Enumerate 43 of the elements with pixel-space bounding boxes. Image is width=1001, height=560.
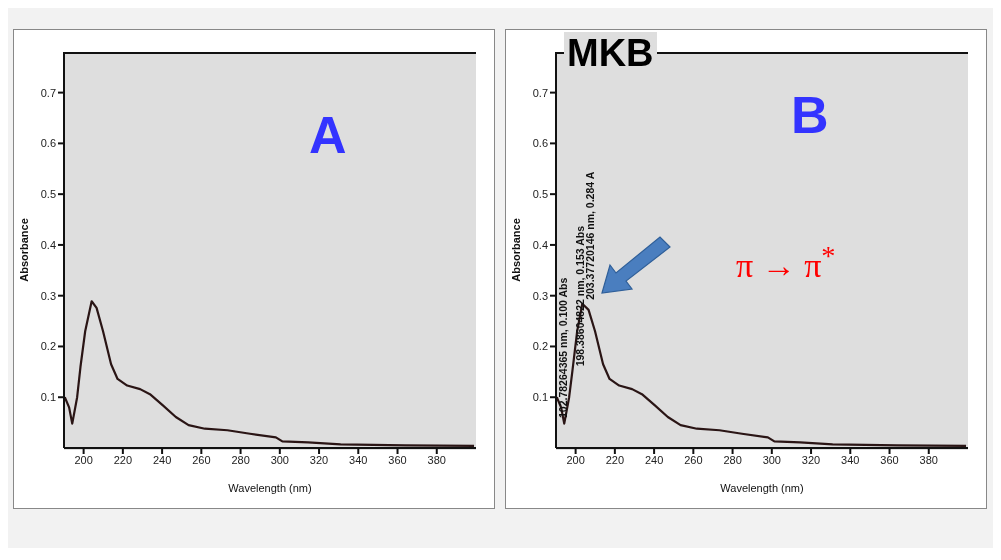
text: B xyxy=(791,85,829,145)
y-tick-label: 0.4 xyxy=(40,238,56,251)
x-tick-label: 380 xyxy=(919,453,938,466)
x-tick-label: 380 xyxy=(427,453,446,466)
x-tick-label: 200 xyxy=(566,453,585,466)
text: A xyxy=(309,105,347,165)
chart-subtitle: MKB xyxy=(564,32,657,75)
y-axis-title: Absorbance xyxy=(509,218,522,282)
x-tick-label: 240 xyxy=(152,453,172,466)
x-axis-title: Wavelength (nm) xyxy=(720,482,804,494)
x-tick-label: 340 xyxy=(841,453,860,466)
x-tick-label: 200 xyxy=(74,453,93,466)
y-tick-label: 0.6 xyxy=(532,137,548,150)
y-tick-label: 0.3 xyxy=(532,289,548,302)
x-tick-label: 300 xyxy=(270,453,289,466)
x-tick-label: 360 xyxy=(880,453,899,466)
x-tick-label: 280 xyxy=(723,453,742,466)
x-tick-label: 320 xyxy=(309,453,329,466)
y-axis-title: Absorbance xyxy=(17,218,30,282)
y-tick-label: 0.3 xyxy=(40,289,56,302)
y-tick-label: 0.5 xyxy=(532,188,548,201)
x-tick-label: 320 xyxy=(801,453,821,466)
y-tick-label: 0.2 xyxy=(532,340,548,353)
x-tick-label: 220 xyxy=(113,453,133,466)
annotation: 198.38604822 nm, 0.153 Abs xyxy=(574,225,587,367)
x-tick-label: 360 xyxy=(388,453,407,466)
x-tick-label: 260 xyxy=(192,453,211,466)
y-tick-label: 0.7 xyxy=(532,86,548,99)
x-axis-title: Wavelength (nm) xyxy=(228,482,312,494)
x-tick-label: 340 xyxy=(349,453,368,466)
x-tick-label: 280 xyxy=(231,453,250,466)
x-tick-label: 300 xyxy=(762,453,781,466)
y-tick-label: 0.1 xyxy=(40,391,56,404)
y-tick-label: 0.2 xyxy=(40,340,56,353)
y-tick-label: 0.1 xyxy=(532,391,548,404)
x-tick-label: 220 xyxy=(605,453,625,466)
y-tick-label: 0.4 xyxy=(532,238,548,251)
y-tick-label: 0.6 xyxy=(40,137,56,150)
y-tick-label: 0.5 xyxy=(40,188,56,201)
x-tick-label: 240 xyxy=(644,453,664,466)
annotation: π → π$^{*}$ xyxy=(736,240,836,286)
y-tick-label: 0.7 xyxy=(40,86,56,99)
x-tick-label: 260 xyxy=(684,453,703,466)
